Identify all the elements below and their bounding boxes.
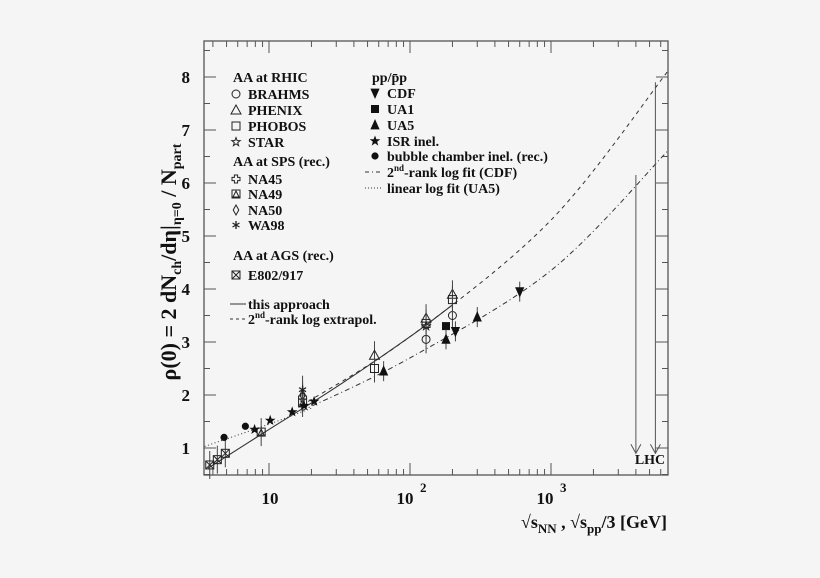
svg-text:WA98: WA98 <box>248 219 285 234</box>
svg-text:this approach: this approach <box>248 298 330 313</box>
svg-text:bubble chamber inel. (rec.): bubble chamber inel. (rec.) <box>387 150 548 165</box>
svg-text:4: 4 <box>182 280 191 299</box>
svg-text:linear log fit (UA5): linear log fit (UA5) <box>387 182 500 197</box>
svg-text:BRAHMS: BRAHMS <box>248 88 310 103</box>
svg-text:PHENIX: PHENIX <box>248 104 302 119</box>
svg-text:2: 2 <box>182 386 191 405</box>
fit-curves <box>204 71 668 469</box>
svg-text:1: 1 <box>182 439 191 458</box>
svg-text:STAR: STAR <box>248 136 285 151</box>
svg-text:3: 3 <box>560 480 567 495</box>
plot-frame <box>203 40 669 476</box>
axis-ticks <box>204 41 668 475</box>
svg-text:UA1: UA1 <box>387 103 414 118</box>
svg-text:10: 10 <box>262 489 279 508</box>
svg-text:ρ(0) = 2 dNch/dη|η=0 / Npart: ρ(0) = 2 dNch/dη|η=0 / Npart <box>156 143 185 380</box>
lhc-arrows <box>630 82 661 455</box>
data-markers <box>205 280 525 479</box>
svg-text:2nd-rank log extrapol.: 2nd-rank log extrapol. <box>248 310 377 328</box>
svg-text:ISR inel.: ISR inel. <box>387 135 439 150</box>
svg-text:5: 5 <box>182 227 191 246</box>
svg-text:NA49: NA49 <box>248 188 282 203</box>
svg-text:E802/917: E802/917 <box>248 269 303 284</box>
x-axis-label: √sNN , √spp/3 [GeV] <box>521 512 667 536</box>
legend-header-pp: pp/p̄p <box>372 71 407 86</box>
x-tick-labels: 10 10 2 10 3 <box>262 480 568 508</box>
legend: AA at RHIC BRAHMS PHENIX PHOBOS STAR AA … <box>233 71 548 328</box>
y-axis-label: ρ(0) = 2 dNch/dη|η=0 / Npart <box>156 143 185 380</box>
svg-text:10: 10 <box>537 489 554 508</box>
svg-text:2: 2 <box>420 480 427 495</box>
svg-text:6: 6 <box>182 174 191 193</box>
legend-markers <box>230 88 381 320</box>
svg-text:7: 7 <box>182 121 191 140</box>
svg-text:PHOBOS: PHOBOS <box>248 120 307 135</box>
svg-text:10: 10 <box>397 489 414 508</box>
svg-text:2nd-rank log fit (CDF): 2nd-rank log fit (CDF) <box>387 163 518 181</box>
y-tick-labels: 1 2 3 4 5 6 7 8 <box>182 68 191 458</box>
svg-text:CDF: CDF <box>387 87 416 102</box>
svg-text:8: 8 <box>182 68 191 87</box>
svg-text:3: 3 <box>182 333 191 352</box>
legend-header-rhic: AA at RHIC <box>233 71 308 86</box>
legend-header-sps: AA at SPS (rec.) <box>233 155 330 170</box>
legend-header-ags: AA at AGS (rec.) <box>233 249 334 264</box>
svg-text:NA45: NA45 <box>248 173 282 188</box>
lhc-label: LHC <box>635 453 665 468</box>
svg-text:UA5: UA5 <box>387 119 414 134</box>
svg-text:NA50: NA50 <box>248 204 282 219</box>
